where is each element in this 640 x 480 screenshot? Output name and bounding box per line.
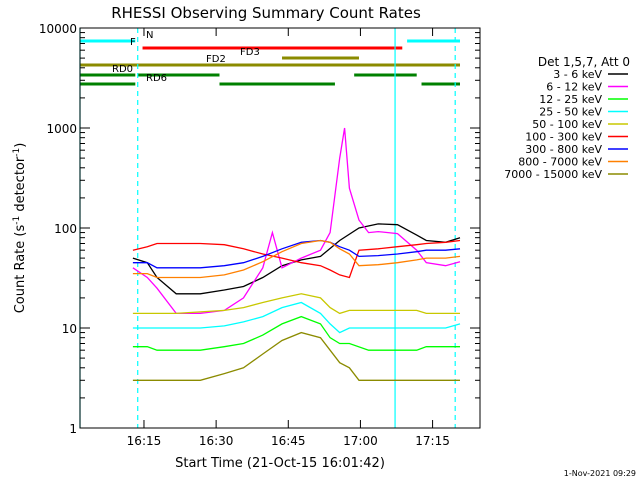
flag-label: FD3 <box>240 47 260 58</box>
legend-entry-label: 100 - 300 keV <box>525 131 602 144</box>
x-tick-label: 16:45 <box>271 434 306 448</box>
flag-label: RD6 <box>146 73 167 84</box>
legend-entry-label: 6 - 12 keV <box>546 81 602 94</box>
flag-label: F <box>130 37 136 48</box>
legend-title: Det 1,5,7, Att 0 <box>538 55 630 69</box>
x-tick-label: 17:15 <box>415 434 450 448</box>
y-tick-label: 10 <box>62 322 77 336</box>
plot-frame <box>79 27 481 429</box>
legend-entry-label: 25 - 50 keV <box>539 106 602 119</box>
flag-bars: NF FD2 FD3 RD0 RD6 <box>80 30 460 86</box>
y-axis-label-sup: -1 <box>12 216 22 225</box>
y-tick-label: 1000 <box>46 122 77 136</box>
x-axis-label: Start Time (21-Oct-15 16:01:42) <box>175 456 385 471</box>
series-line <box>132 331 460 381</box>
series-line <box>132 239 461 279</box>
flag-label: FD2 <box>206 54 226 65</box>
legend-entry-label: 300 - 800 keV <box>525 143 602 156</box>
y-axis: 1 10 100 1000 10000 <box>39 22 480 436</box>
x-tick-label: 16:15 <box>127 434 162 448</box>
y-tick-label: 1 <box>69 422 77 436</box>
series-lines <box>132 127 461 381</box>
x-tick-label: 16:30 <box>199 434 234 448</box>
vertical-markers <box>79 28 456 428</box>
series-line <box>132 315 460 351</box>
legend-entry-label: 7000 - 15000 keV <box>504 168 602 181</box>
y-axis-label-sup: -1 <box>12 148 22 157</box>
legend-entry-label: 800 - 7000 keV <box>518 156 602 169</box>
series-line <box>132 223 461 295</box>
y-tick-label: 10000 <box>39 22 77 36</box>
series-line <box>132 239 461 279</box>
y-axis-label-part: detector <box>13 156 28 216</box>
legend-entry-label: 3 - 6 keV <box>553 68 602 81</box>
footer-timestamp: 1-Nov-2021 09:29 <box>564 469 636 478</box>
legend-entry-label: 12 - 25 keV <box>539 93 602 106</box>
y-axis-label-part: Count Rate (s <box>13 225 28 314</box>
chart-title: RHESSI Observing Summary Count Rates <box>111 4 421 22</box>
flag-label: RD0 <box>112 64 133 75</box>
series-line <box>132 127 461 315</box>
y-tick-label: 100 <box>54 222 77 236</box>
flag-label: N <box>146 30 153 41</box>
series-line <box>132 301 461 334</box>
series-line <box>132 293 460 315</box>
legend-entry-label: 50 - 100 keV <box>532 118 602 131</box>
y-axis-label: Count Rate (s-1 detector-1) <box>12 143 28 314</box>
y-axis-label-part: ) <box>13 143 28 148</box>
x-tick-label: 17:00 <box>343 434 378 448</box>
x-axis: 16:15 16:30 16:45 17:00 17:15 <box>127 28 450 448</box>
